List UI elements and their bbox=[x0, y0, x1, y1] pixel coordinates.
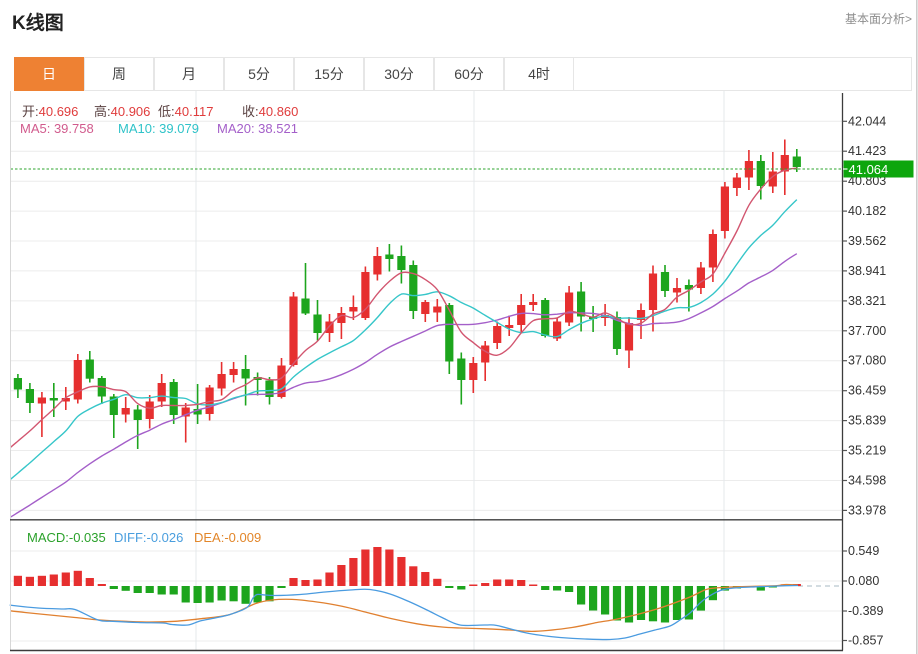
svg-text:42.044: 42.044 bbox=[848, 114, 886, 128]
svg-text:40.803: 40.803 bbox=[848, 174, 886, 188]
svg-text:37.080: 37.080 bbox=[848, 354, 886, 368]
svg-text:35.219: 35.219 bbox=[848, 444, 886, 458]
svg-text:38.321: 38.321 bbox=[848, 294, 886, 308]
svg-text:41.064: 41.064 bbox=[849, 162, 889, 177]
svg-text:34.598: 34.598 bbox=[848, 474, 886, 488]
svg-text:0.549: 0.549 bbox=[848, 544, 879, 558]
svg-text:40.182: 40.182 bbox=[848, 204, 886, 218]
svg-text:36.459: 36.459 bbox=[848, 384, 886, 398]
svg-text:-0.389: -0.389 bbox=[848, 604, 883, 618]
svg-text:38.941: 38.941 bbox=[848, 264, 886, 278]
svg-text:39.562: 39.562 bbox=[848, 234, 886, 248]
svg-text:41.423: 41.423 bbox=[848, 144, 886, 158]
svg-text:37.700: 37.700 bbox=[848, 324, 886, 338]
svg-text:-0.857: -0.857 bbox=[848, 634, 883, 648]
svg-text:0.080: 0.080 bbox=[848, 574, 879, 588]
svg-text:33.978: 33.978 bbox=[848, 503, 886, 517]
svg-text:35.839: 35.839 bbox=[848, 414, 886, 428]
